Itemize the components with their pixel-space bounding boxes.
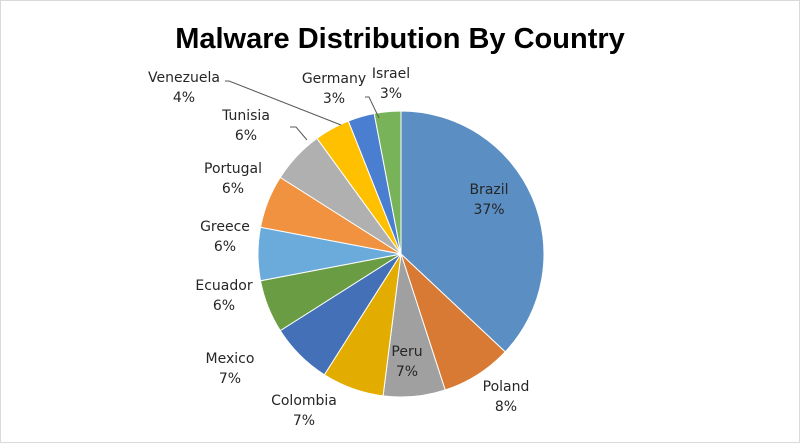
slice-label-brazil: Brazil	[469, 182, 508, 198]
pie-slice-brazil	[400, 110, 545, 353]
slice-value-peru: 7%	[396, 364, 418, 380]
slice-label-mexico: Mexico	[206, 351, 255, 367]
slice-label-tunisia: Tunisia	[221, 108, 270, 124]
slice-value-brazil: 37%	[473, 202, 504, 218]
slice-value-greece: 6%	[214, 239, 236, 255]
slice-label-venezuela: Venezuela	[148, 70, 220, 86]
slice-label-germany: Germany	[302, 71, 366, 87]
slice-value-portugal: 6%	[222, 181, 244, 197]
slice-label-portugal: Portugal	[204, 161, 262, 177]
leader-line-germany	[365, 96, 380, 119]
pie-slice-israel	[373, 110, 402, 255]
slice-value-israel: 3%	[380, 86, 402, 102]
slice-value-poland: 8%	[495, 399, 517, 415]
leader-line-venezuela	[225, 80, 342, 126]
slice-label-poland: Poland	[483, 379, 530, 395]
slice-label-israel: Israel	[372, 66, 410, 82]
leader-line-tunisia	[290, 126, 308, 141]
slice-value-colombia: 7%	[293, 413, 315, 429]
slice-value-venezuela: 4%	[173, 90, 195, 106]
slice-value-tunisia: 6%	[235, 128, 257, 144]
slice-value-germany: 3%	[323, 91, 345, 107]
slice-value-mexico: 7%	[219, 371, 241, 387]
slice-label-ecuador: Ecuador	[195, 278, 252, 294]
slice-label-peru: Peru	[391, 344, 422, 360]
slice-value-ecuador: 6%	[213, 298, 235, 314]
slice-label-colombia: Colombia	[271, 393, 337, 409]
slice-label-greece: Greece	[200, 219, 250, 235]
chart-title: Malware Distribution By Country	[175, 23, 625, 55]
